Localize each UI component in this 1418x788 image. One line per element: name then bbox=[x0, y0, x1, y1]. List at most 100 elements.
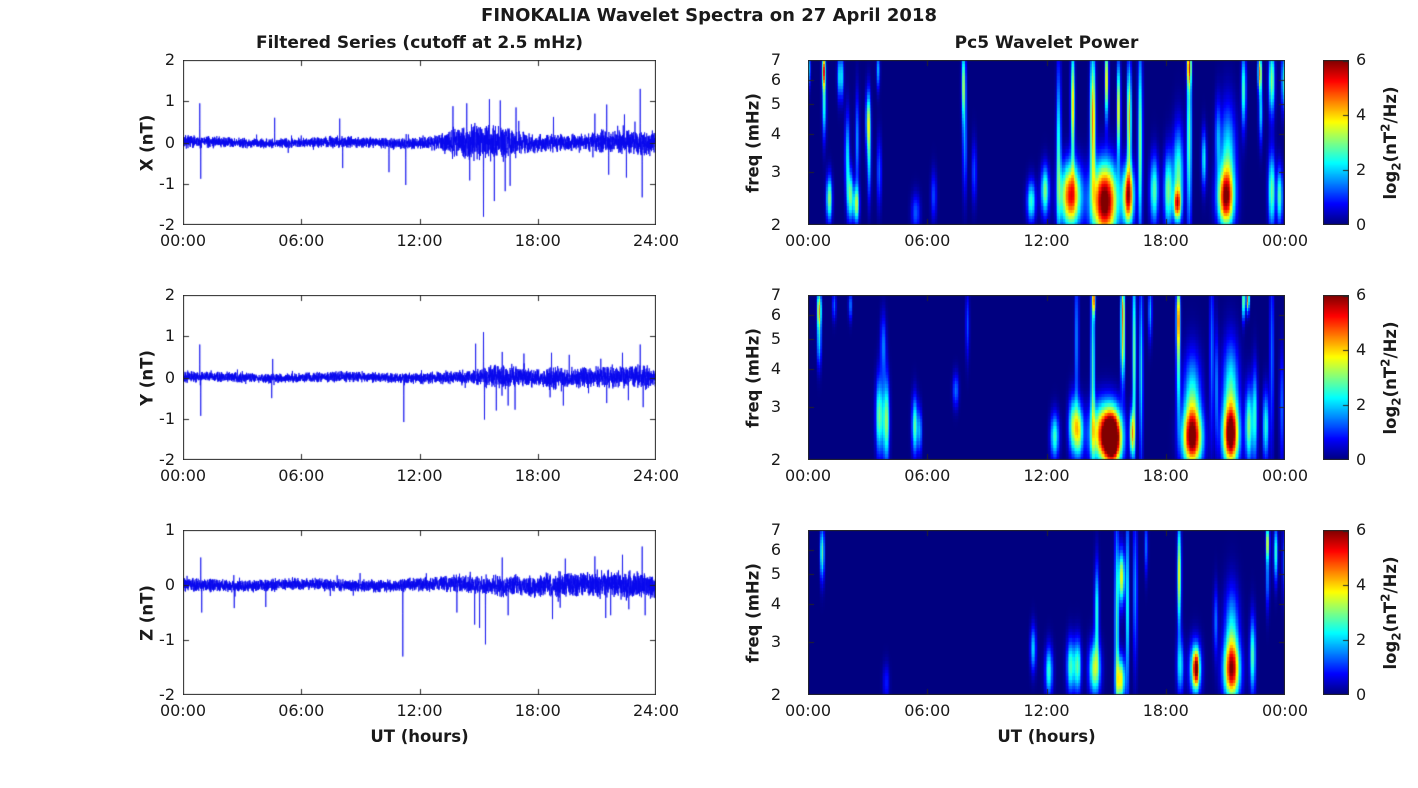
freq-tick-label: 2 bbox=[770, 450, 781, 469]
time-tick-label: 12:00 bbox=[1023, 231, 1070, 250]
colorbar bbox=[1323, 530, 1349, 695]
y-tick-label: 2 bbox=[164, 50, 175, 69]
colorbar-tick-label: 6 bbox=[1356, 285, 1367, 304]
colorbar-label-superscript: 2 bbox=[1378, 122, 1393, 132]
y-tick-label: -2 bbox=[159, 450, 175, 469]
time-tick-label: 18:00 bbox=[1142, 701, 1189, 720]
colorbar-tick-label: 0 bbox=[1356, 215, 1367, 234]
y-series-plot bbox=[183, 295, 656, 460]
freq-tick-label: 6 bbox=[770, 305, 781, 325]
y-tick-label: -1 bbox=[159, 173, 175, 193]
freq-tick-label: 5 bbox=[770, 564, 781, 584]
time-tick-label: 12:00 bbox=[396, 466, 443, 485]
time-tick-label: 00:00 bbox=[1261, 231, 1309, 250]
time-tick-label: 00:00 bbox=[784, 231, 832, 250]
time-tick-label: 12:00 bbox=[1023, 466, 1070, 485]
time-tick-label: 12:00 bbox=[396, 231, 443, 250]
time-tick-label: 12:00 bbox=[396, 701, 443, 720]
colorbar-label-text: (nT bbox=[1381, 601, 1401, 632]
time-tick-label: 18:00 bbox=[514, 231, 561, 250]
time-tick-label: 00:00 bbox=[159, 701, 207, 720]
y-tick-label: 0 bbox=[164, 367, 175, 387]
time-tick-label: 00:00 bbox=[1261, 701, 1309, 720]
colorbar-tick-label: 0 bbox=[1356, 685, 1367, 704]
colorbar-label: log2(nT2/Hz) bbox=[1379, 321, 1404, 434]
time-tick-label: 18:00 bbox=[514, 701, 561, 720]
figure-title: FINOKALIA Wavelet Spectra on 27 April 20… bbox=[481, 5, 937, 26]
freq-tick-label: 4 bbox=[770, 593, 781, 613]
time-tick-label: 06:00 bbox=[904, 701, 951, 720]
freq-tick-label: 7 bbox=[770, 50, 781, 69]
time-tick-label: 18:00 bbox=[1142, 466, 1189, 485]
freq-tick-label: 5 bbox=[770, 94, 781, 114]
time-tick-label: 24:00 bbox=[632, 701, 680, 720]
colorbar bbox=[1323, 60, 1349, 225]
time-tick-label: 00:00 bbox=[159, 231, 207, 250]
colorbar-label: log2(nT2/Hz) bbox=[1379, 86, 1404, 199]
colorbar-label-text: (nT bbox=[1381, 366, 1401, 397]
y-wavelet-spectrogram bbox=[808, 295, 1285, 460]
colorbar-label-subscript: 2 bbox=[1389, 161, 1404, 171]
right-xaxis-label: UT (hours) bbox=[997, 727, 1096, 746]
freq-tick-label: 2 bbox=[770, 685, 781, 704]
colorbar-tick-label: 2 bbox=[1356, 630, 1367, 649]
y-tick-label: 1 bbox=[164, 91, 175, 111]
y-tick-label: 0 bbox=[164, 575, 175, 594]
left-xaxis-label: UT (hours) bbox=[370, 727, 469, 746]
colorbar-label-superscript: 2 bbox=[1378, 357, 1393, 367]
colorbar-label-superscript: 2 bbox=[1378, 592, 1393, 602]
y-tick-label: -1 bbox=[159, 630, 175, 649]
time-tick-label: 00:00 bbox=[784, 701, 832, 720]
time-tick-label: 06:00 bbox=[904, 466, 951, 485]
freq-tick-label: 3 bbox=[770, 161, 781, 181]
colorbar-tick-label: 6 bbox=[1356, 520, 1367, 539]
freq-tick-label: 7 bbox=[770, 285, 781, 304]
y-tick-label: 1 bbox=[164, 326, 175, 346]
colorbar-tick-label: 6 bbox=[1356, 50, 1367, 69]
freq-tick-label: 5 bbox=[770, 329, 781, 349]
time-tick-label: 12:00 bbox=[1023, 701, 1070, 720]
freq-tick-label: 3 bbox=[770, 396, 781, 416]
colorbar bbox=[1323, 295, 1349, 460]
x-wavelet-spectrogram bbox=[808, 60, 1285, 225]
freq-tick-label: 6 bbox=[770, 540, 781, 560]
y-tick-label: -2 bbox=[159, 685, 175, 704]
colorbar-tick-label: 4 bbox=[1356, 340, 1367, 359]
y-tick-label: 0 bbox=[164, 132, 175, 152]
y-tick-label: -1 bbox=[159, 408, 175, 428]
colorbar-label-subscript: 2 bbox=[1389, 631, 1404, 641]
freq-tick-label: 7 bbox=[770, 520, 781, 539]
left-column-title: Filtered Series (cutoff at 2.5 mHz) bbox=[255, 33, 584, 53]
time-tick-label: 24:00 bbox=[632, 466, 680, 485]
time-tick-label: 00:00 bbox=[1261, 466, 1309, 485]
freq-tick-label: 4 bbox=[770, 358, 781, 378]
colorbar-label-subscript: 2 bbox=[1389, 396, 1404, 406]
freq-tick-label: 2 bbox=[770, 215, 781, 234]
freq-tick-label: 4 bbox=[770, 123, 781, 143]
y-tick-label: 2 bbox=[164, 285, 175, 304]
colorbar-label-text: (nT bbox=[1381, 131, 1401, 162]
time-tick-label: 18:00 bbox=[514, 466, 561, 485]
z-wavelet-spectrogram bbox=[808, 530, 1285, 695]
colorbar-tick-label: 2 bbox=[1356, 160, 1367, 179]
z-series-plot bbox=[183, 530, 656, 695]
time-tick-label: 06:00 bbox=[278, 466, 325, 485]
colorbar-tick-label: 4 bbox=[1356, 575, 1367, 594]
time-tick-label: 00:00 bbox=[784, 466, 832, 485]
freq-tick-label: 3 bbox=[770, 631, 781, 651]
y-tick-label: 1 bbox=[164, 520, 175, 539]
colorbar-tick-label: 4 bbox=[1356, 105, 1367, 124]
x-series-plot bbox=[183, 60, 656, 225]
colorbar-label: log2(nT2/Hz) bbox=[1379, 556, 1404, 669]
time-tick-label: 06:00 bbox=[278, 701, 325, 720]
colorbar-tick-label: 2 bbox=[1356, 395, 1367, 414]
time-tick-label: 24:00 bbox=[632, 231, 680, 250]
right-column-title: Pc5 Wavelet Power bbox=[954, 33, 1139, 53]
time-tick-label: 06:00 bbox=[904, 231, 951, 250]
y-tick-label: -2 bbox=[159, 215, 175, 234]
freq-tick-label: 6 bbox=[770, 70, 781, 90]
time-tick-label: 00:00 bbox=[159, 466, 207, 485]
colorbar-tick-label: 0 bbox=[1356, 450, 1367, 469]
time-tick-label: 18:00 bbox=[1142, 231, 1189, 250]
